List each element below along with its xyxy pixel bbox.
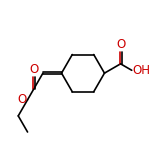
Text: OH: OH [132, 64, 150, 77]
Text: O: O [29, 63, 38, 76]
Text: O: O [116, 38, 125, 51]
Text: O: O [18, 93, 27, 106]
